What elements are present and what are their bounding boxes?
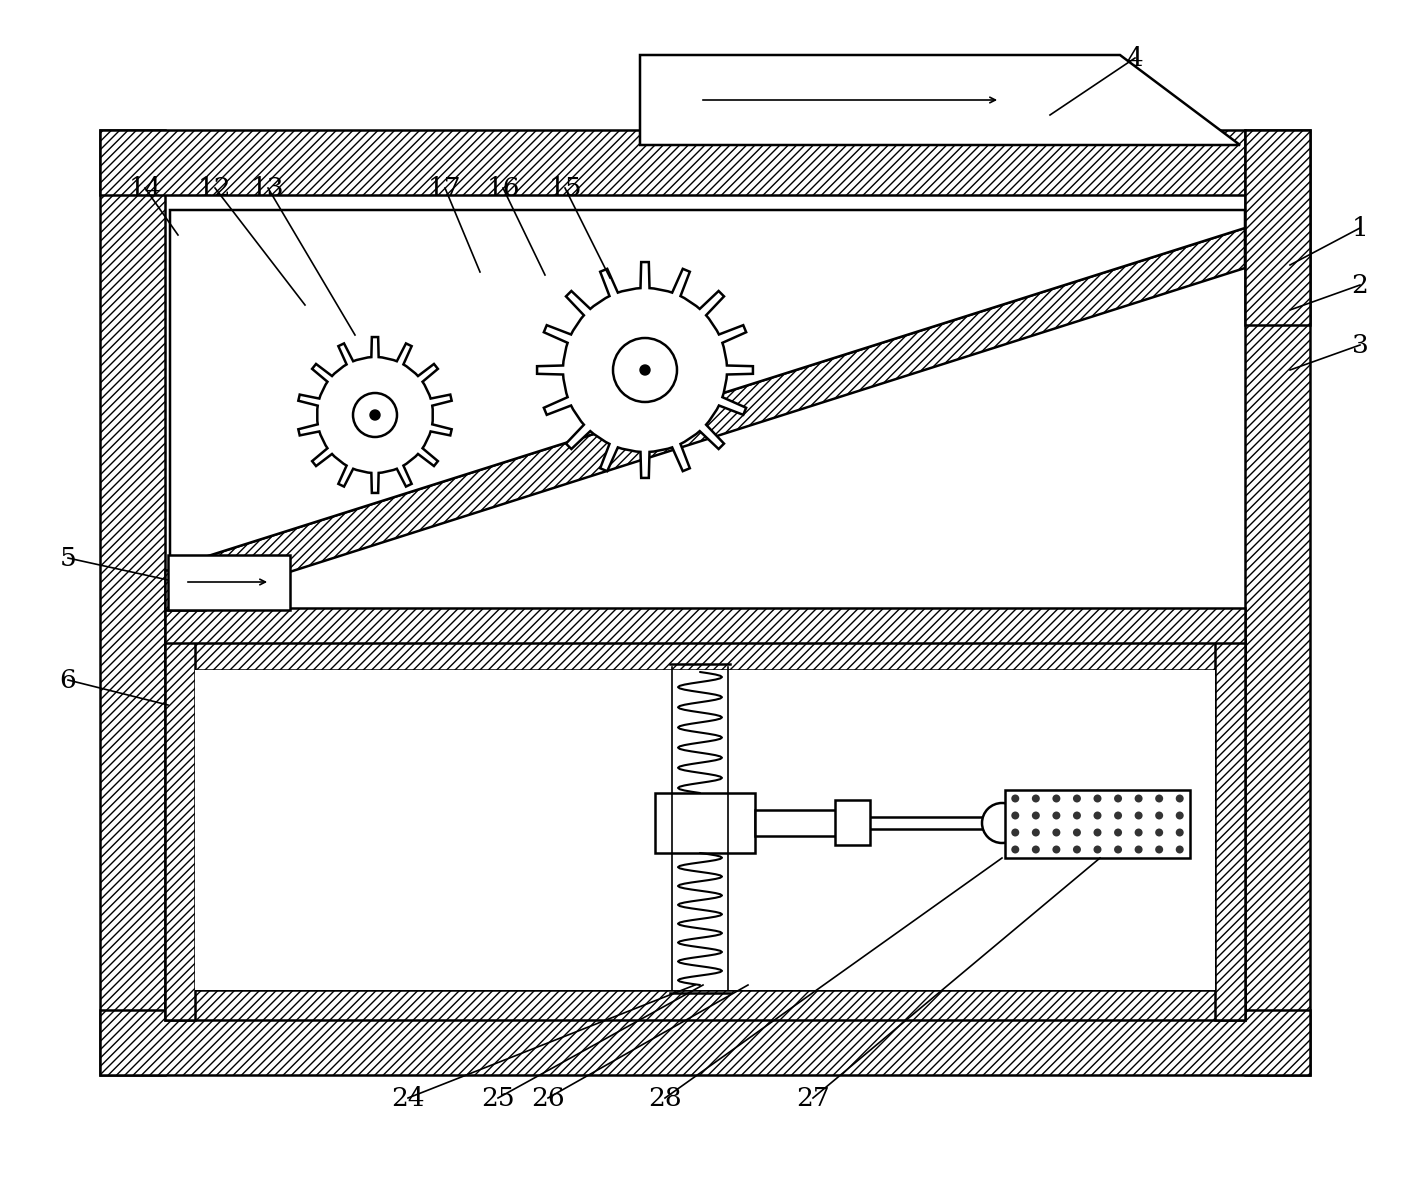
Circle shape [1176, 846, 1184, 853]
Text: 26: 26 [531, 1085, 565, 1110]
Circle shape [1114, 811, 1123, 820]
Text: 5: 5 [59, 545, 76, 570]
Circle shape [1093, 828, 1102, 836]
Text: 27: 27 [797, 1085, 830, 1110]
Polygon shape [754, 810, 844, 836]
Polygon shape [164, 641, 195, 1021]
Text: 24: 24 [391, 1085, 424, 1110]
Circle shape [1176, 811, 1184, 820]
Circle shape [1031, 795, 1040, 803]
Circle shape [1031, 811, 1040, 820]
Circle shape [1135, 846, 1142, 853]
Circle shape [1135, 795, 1142, 803]
Circle shape [1052, 795, 1061, 803]
Circle shape [1052, 828, 1061, 836]
Polygon shape [100, 130, 1245, 195]
Circle shape [982, 803, 1021, 842]
Polygon shape [100, 1010, 1309, 1076]
Circle shape [370, 410, 379, 419]
Polygon shape [1245, 130, 1309, 1076]
Circle shape [1093, 811, 1102, 820]
Text: 16: 16 [486, 176, 520, 201]
Text: 1: 1 [1352, 215, 1368, 240]
Circle shape [1073, 828, 1080, 836]
Circle shape [613, 338, 677, 402]
Circle shape [1114, 846, 1123, 853]
Polygon shape [835, 799, 870, 845]
Circle shape [1031, 846, 1040, 853]
Circle shape [1012, 828, 1019, 836]
Circle shape [1012, 846, 1019, 853]
Circle shape [353, 393, 398, 437]
Text: 2: 2 [1352, 272, 1368, 298]
Text: 15: 15 [548, 176, 582, 201]
Circle shape [1073, 846, 1080, 853]
Circle shape [1052, 846, 1061, 853]
Polygon shape [100, 130, 164, 1076]
Text: 28: 28 [648, 1085, 681, 1110]
Polygon shape [164, 608, 1245, 643]
Polygon shape [840, 817, 1005, 829]
Circle shape [1114, 795, 1123, 803]
Polygon shape [1215, 641, 1245, 1021]
Polygon shape [164, 641, 1245, 670]
Polygon shape [641, 55, 1241, 145]
Circle shape [1073, 811, 1080, 820]
Polygon shape [170, 228, 1245, 609]
Text: 3: 3 [1352, 332, 1368, 357]
Polygon shape [1245, 130, 1309, 325]
Circle shape [1155, 795, 1163, 803]
Circle shape [1135, 811, 1142, 820]
Text: 13: 13 [251, 176, 285, 201]
Circle shape [1155, 811, 1163, 820]
Polygon shape [537, 262, 753, 478]
Circle shape [1176, 795, 1184, 803]
Circle shape [1114, 828, 1123, 836]
Text: 12: 12 [198, 176, 232, 201]
Circle shape [1012, 811, 1019, 820]
Polygon shape [164, 989, 1245, 1021]
Circle shape [1073, 795, 1080, 803]
Bar [1005, 790, 1190, 858]
Circle shape [1176, 828, 1184, 836]
Circle shape [1012, 795, 1019, 803]
Circle shape [1031, 828, 1040, 836]
Polygon shape [170, 210, 1245, 568]
Polygon shape [169, 554, 289, 609]
Circle shape [641, 364, 651, 375]
Text: 25: 25 [481, 1085, 514, 1110]
Circle shape [1052, 811, 1061, 820]
Circle shape [1155, 828, 1163, 836]
Text: 14: 14 [128, 176, 162, 201]
Text: 17: 17 [429, 176, 462, 201]
Circle shape [1093, 795, 1102, 803]
Circle shape [1155, 846, 1163, 853]
Text: 6: 6 [59, 668, 76, 692]
Polygon shape [298, 337, 451, 492]
Polygon shape [164, 570, 205, 609]
Circle shape [1093, 846, 1102, 853]
Circle shape [1135, 828, 1142, 836]
Polygon shape [655, 793, 754, 853]
Text: 4: 4 [1127, 45, 1144, 71]
Polygon shape [195, 670, 1215, 989]
